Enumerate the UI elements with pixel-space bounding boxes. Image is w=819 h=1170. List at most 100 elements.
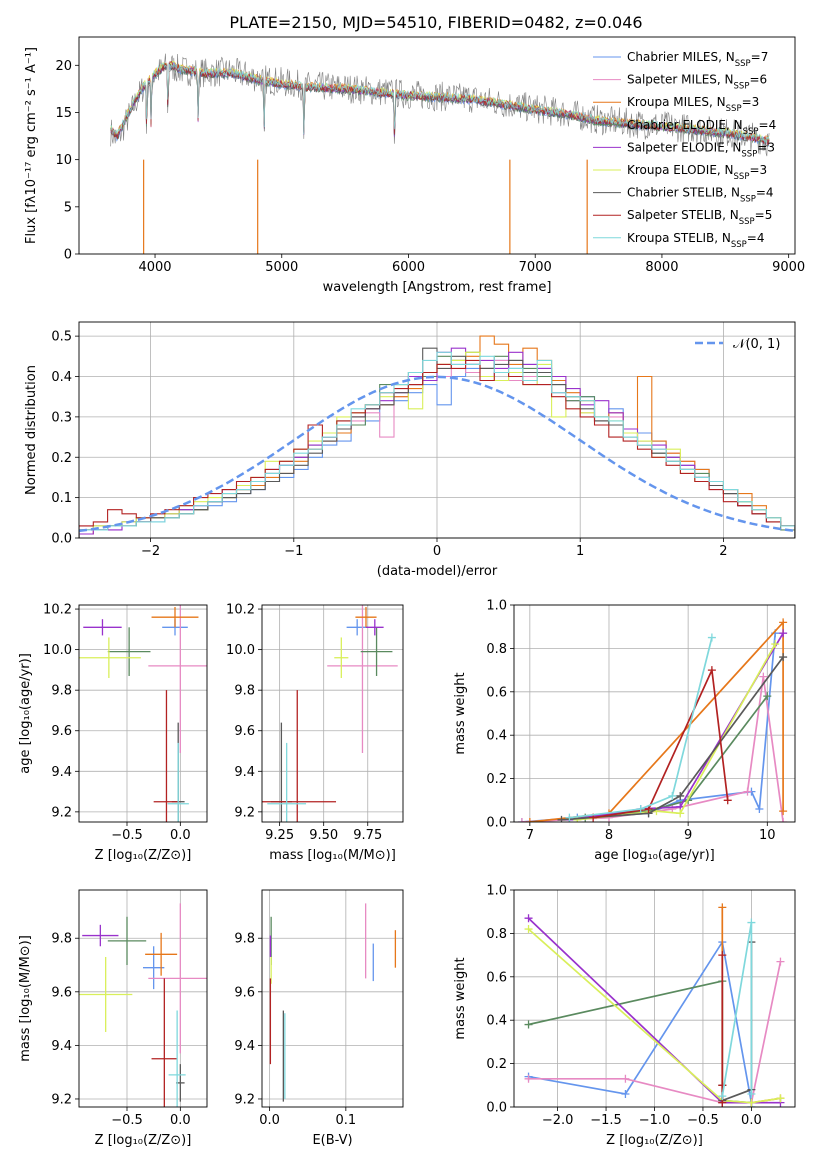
x-tick-label: 7000 (519, 260, 552, 275)
axes-frame (513, 889, 796, 1108)
y-tick-label: 20 (55, 59, 72, 74)
mass-weight-marker (723, 796, 732, 805)
x-tick-label: 0.0 (170, 1113, 191, 1128)
mass-weight-marker (707, 666, 716, 675)
y-tick-label: 10.2 (226, 603, 255, 618)
y-tick-label: 0.4 (486, 729, 507, 744)
plot-area-residual-histogram (79, 335, 795, 538)
mass-weight-marker (771, 640, 780, 649)
x-tick-label: 9000 (772, 260, 805, 275)
y-tick-label: 9.8 (51, 932, 72, 947)
legend-label: 𝒩(0, 1) (733, 337, 780, 352)
x-tick-label: 5000 (265, 260, 298, 275)
x-tick-label: −2 (141, 544, 160, 559)
axes-frame (513, 604, 796, 823)
y-tick-label: 9.6 (234, 724, 255, 739)
x-axis-label: Z [log₁₀(Z/Z⊙)] (95, 848, 192, 863)
x-tick-label: 8 (605, 828, 613, 843)
x-axis-label: age [log₁₀(age/yr)] (594, 848, 715, 863)
mass-weight-marker (776, 957, 785, 966)
mass-weight-marker (759, 672, 768, 681)
mass-weight-marker (707, 633, 716, 642)
y-tick-label: 5 (64, 200, 72, 215)
y-tick-label: 0.0 (486, 1101, 507, 1116)
y-tick-label: 10.2 (43, 603, 72, 618)
x-tick-label: 1 (576, 544, 584, 559)
y-tick-label: 9.6 (51, 985, 72, 1000)
mass-weight-marker (557, 815, 566, 822)
mass-weight-marker (525, 818, 534, 822)
model-spectrum-line (110, 62, 770, 144)
y-tick-label: 10.0 (43, 643, 72, 658)
y-axis-label: Flux [fλ10⁻¹⁷ erg cm⁻² s⁻¹ A⁻¹] (24, 47, 39, 244)
y-tick-label: 0.3 (51, 410, 72, 425)
x-tick-label: −1.5 (590, 1113, 622, 1128)
plot-area-mass-weight-vs-age (517, 618, 788, 822)
x-tick-label: −0.5 (687, 1113, 719, 1128)
y-tick-label: 0.8 (486, 927, 507, 942)
axes-frame (78, 604, 208, 823)
histogram-step-line (79, 351, 795, 538)
axes-frame (261, 604, 404, 823)
y-tick-label: 9.4 (234, 1039, 255, 1054)
mass-weight-line (593, 666, 729, 819)
y-tick-label: 9.6 (234, 985, 255, 1000)
mass-weight-marker (755, 804, 764, 813)
y-axis-label: age [log₁₀(age/yr)] (18, 653, 33, 774)
mass-weight-marker (718, 1081, 727, 1090)
axes-frame (78, 321, 796, 539)
mass-weight-marker (763, 692, 772, 701)
y-tick-label: 0 (64, 248, 72, 263)
x-tick-label: 9.25 (265, 828, 294, 843)
y-tick-label: 0.0 (486, 816, 507, 831)
chart-residual-histogram: −2 −1 0 1 2 0.0 0.1 0.2 0.3 0.4 0.5 (data-model)/er… (24, 321, 796, 579)
chart-mass-weight-vs-age: 7 8 9 10 0.0 0.2 0.4 0.6 0.8 1.0 age [log₁₀(age/yr… (453, 599, 796, 863)
y-tick-label: 1.0 (486, 884, 507, 899)
y-tick-label: 0.2 (486, 772, 507, 787)
mass-weight-marker (718, 951, 727, 960)
y-tick-label: 0.0 (51, 532, 72, 547)
y-tick-label: 9.4 (51, 1039, 72, 1054)
mass-weight-line (527, 928, 781, 1104)
mass-weight-marker (779, 818, 788, 822)
plot-area-mass-vs-Z (79, 903, 207, 1107)
mass-weight-marker (779, 807, 788, 816)
mass-weight-marker (621, 1089, 630, 1098)
y-tick-label: 9.2 (234, 805, 255, 820)
mass-weight-marker (779, 629, 788, 638)
x-tick-label: −0.5 (111, 828, 143, 843)
x-tick-label: 9 (684, 828, 692, 843)
x-tick-label: −2.0 (542, 1113, 574, 1128)
chart-age-vs-Z: −0.5 0.0 9.2 9.4 9.6 9.8 10.0 10.2 Z [log₁₀(Z/Z⊙… (18, 603, 208, 863)
y-axis-label: mass weight (453, 672, 468, 754)
x-axis-label: Z [log₁₀(Z/Z⊙)] (606, 1133, 703, 1148)
x-tick-label: 2 (719, 544, 727, 559)
normal-distribution-curve (79, 375, 795, 533)
y-tick-label: 9.2 (51, 805, 72, 820)
y-tick-label: 10.0 (226, 643, 255, 658)
x-tick-label: 0 (433, 544, 441, 559)
mass-weight-marker (718, 903, 727, 912)
x-tick-label: 10 (759, 828, 776, 843)
x-tick-label: 7 (526, 828, 534, 843)
x-tick-label: 4000 (138, 260, 171, 275)
model-spectrum-line (110, 60, 770, 146)
plot-area-spectrum (110, 53, 770, 254)
y-tick-label: 1.0 (486, 599, 507, 614)
y-axis-label: mass weight (453, 957, 468, 1039)
mass-weight-marker (747, 1098, 756, 1107)
x-tick-label: 0.0 (170, 828, 191, 843)
y-tick-label: 0.8 (486, 642, 507, 657)
mass-weight-marker (524, 914, 533, 923)
mass-weight-marker (743, 787, 752, 796)
y-axis-label: mass [log₁₀(M/M⊙)] (18, 935, 33, 1062)
mass-weight-marker (524, 925, 533, 934)
mass-weight-marker (565, 813, 574, 822)
mass-weight-line (569, 637, 713, 819)
x-axis-label: E(B-V) (312, 1133, 352, 1148)
x-tick-label: 0.1 (335, 1113, 356, 1128)
x-axis-label: Z [log₁₀(Z/Z⊙)] (95, 1133, 192, 1148)
y-tick-label: 9.6 (51, 724, 72, 739)
axes-frame (261, 889, 404, 1108)
